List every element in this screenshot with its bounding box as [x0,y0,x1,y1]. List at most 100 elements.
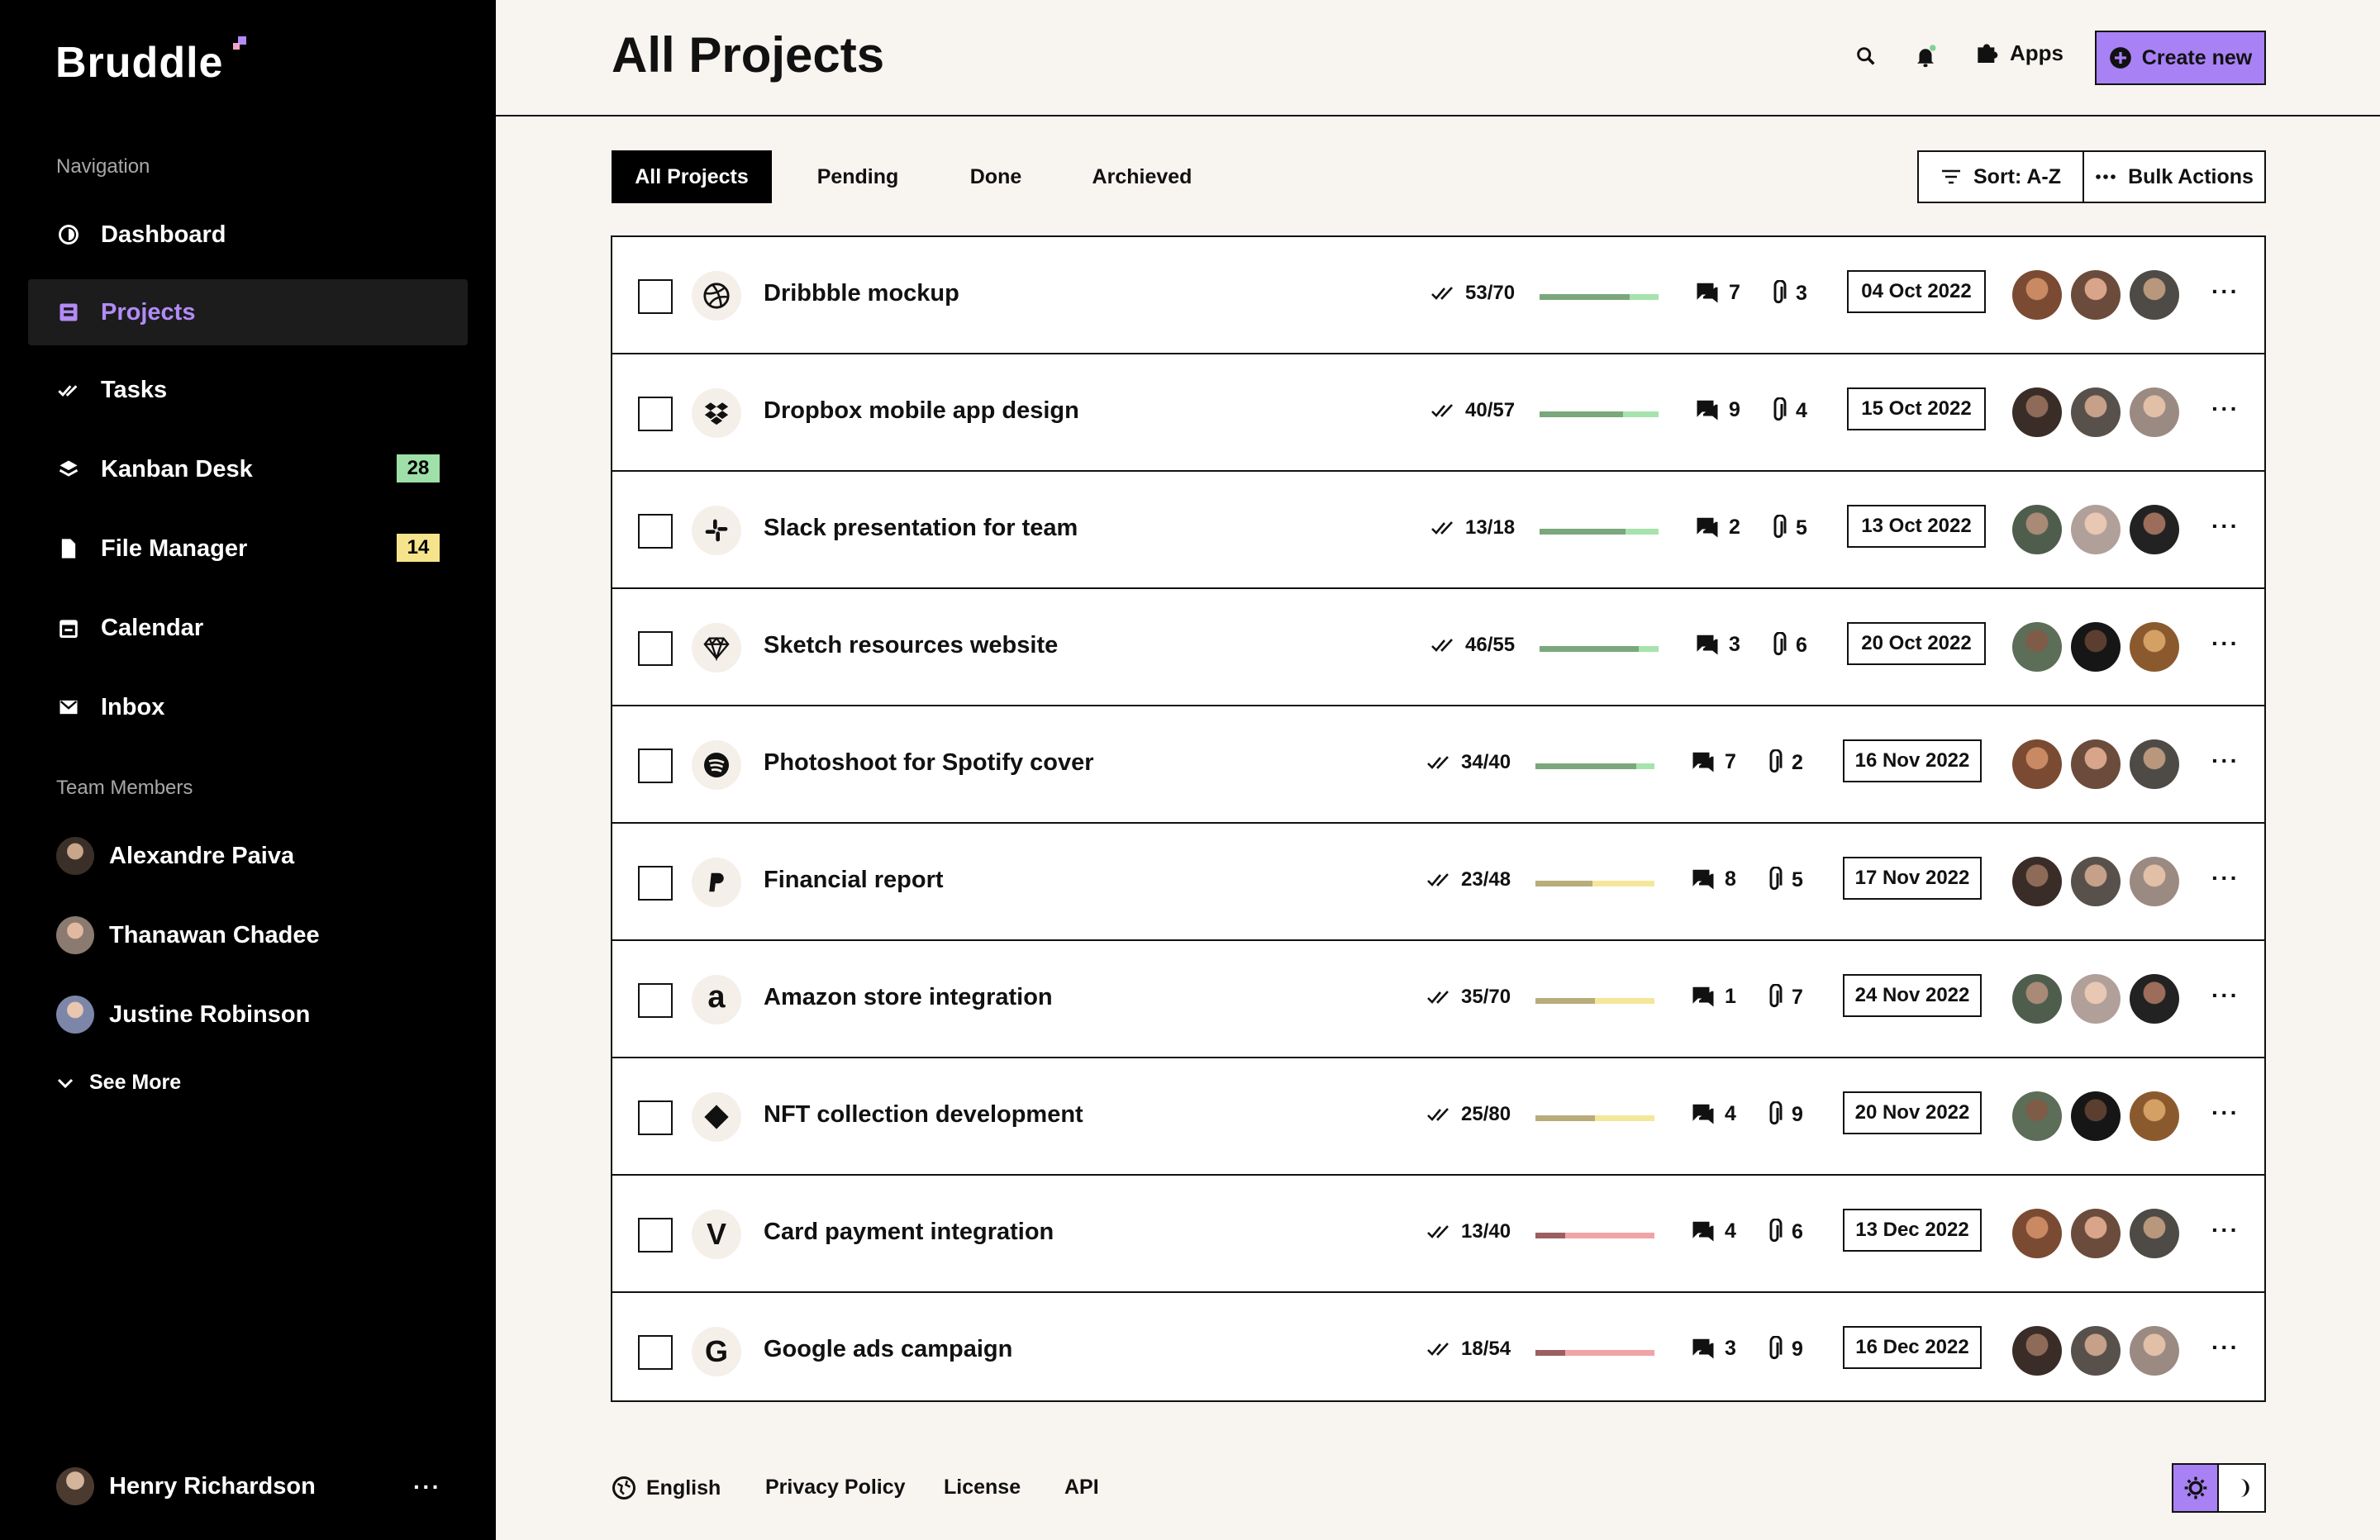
avatar[interactable] [2130,1091,2179,1141]
app-logo[interactable]: Bruddle [55,36,247,88]
avatar[interactable] [2130,270,2179,320]
sort-button[interactable]: Sort: A-Z [1917,150,2084,203]
row-more-button[interactable]: ··· [2211,865,2240,891]
project-name[interactable]: Slack presentation for team [764,515,1078,541]
attachments-count[interactable]: 2 [1765,749,1803,776]
comments-count[interactable]: 3 [1690,1336,1736,1361]
row-checkbox[interactable] [638,749,673,783]
theme-toggle[interactable] [2172,1463,2266,1513]
attachments-count[interactable]: 6 [1765,1219,1803,1245]
attachments-count[interactable]: 7 [1765,984,1803,1010]
attachments-count[interactable]: 5 [1769,515,1807,541]
row-more-button[interactable]: ··· [2211,1100,2240,1125]
avatar[interactable] [2012,1091,2062,1141]
table-row[interactable]: Slack presentation for team 13/18 2 5 13 Oct… [612,472,2264,589]
row-more-button[interactable]: ··· [2211,1334,2240,1360]
project-name[interactable]: Sketch resources website [764,632,1059,658]
sidebar-item-projects[interactable]: Projects [28,279,468,345]
avatar[interactable] [2012,857,2062,906]
comments-count[interactable]: 7 [1690,749,1736,774]
row-more-button[interactable]: ··· [2211,982,2240,1008]
comments-count[interactable]: 3 [1694,632,1740,657]
sidebar-item-tasks[interactable]: Tasks [28,357,468,423]
sidebar-item-inbox[interactable]: Inbox [28,674,468,740]
see-more-button[interactable]: See More [56,1071,181,1095]
avatar[interactable] [2012,974,2062,1024]
avatar[interactable] [2071,1209,2121,1258]
row-more-button[interactable]: ··· [2211,278,2240,304]
tab-pending[interactable]: Pending [816,164,899,188]
table-row[interactable]: Dribbble mockup 53/70 7 3 04 Oct 2022 ··· [612,237,2264,354]
create-new-button[interactable]: Create new [2095,31,2266,85]
avatar[interactable] [2130,505,2179,554]
language-selector[interactable]: English [612,1476,721,1500]
table-row[interactable]: NFT collection development 25/80 4 9 20 Nov … [612,1058,2264,1176]
avatar[interactable] [2012,1209,2062,1258]
team-member[interactable]: Thanawan Chadee [56,916,320,954]
avatar[interactable] [2071,1091,2121,1141]
row-checkbox[interactable] [638,866,673,901]
avatar[interactable] [2130,387,2179,437]
dark-mode-button[interactable] [2219,1465,2264,1511]
attachments-count[interactable]: 9 [1765,1101,1803,1128]
team-member[interactable]: Alexandre Paiva [56,837,294,875]
attachments-count[interactable]: 3 [1769,280,1807,307]
sidebar-item-file-manager[interactable]: File Manager 14 [28,516,468,582]
sidebar-item-calendar[interactable]: Calendar [28,595,468,661]
row-checkbox[interactable] [638,397,673,431]
avatar[interactable] [2012,1326,2062,1376]
comments-count[interactable]: 2 [1694,515,1740,539]
avatar[interactable] [2071,505,2121,554]
avatar[interactable] [2130,739,2179,789]
avatar[interactable] [2130,1326,2179,1376]
table-row[interactable]: V Card payment integration 13/40 4 6 13 Dec 2… [612,1176,2264,1293]
attachments-count[interactable]: 4 [1769,397,1807,424]
attachments-count[interactable]: 9 [1765,1336,1803,1362]
row-more-button[interactable]: ··· [2211,748,2240,773]
table-row[interactable]: Financial report 23/48 8 5 17 Nov 2022 ··· [612,824,2264,941]
row-checkbox[interactable] [638,983,673,1018]
sidebar-item-kanban[interactable]: Kanban Desk 28 [28,436,468,502]
user-profile[interactable]: Henry Richardson [56,1467,316,1505]
avatar[interactable] [2130,622,2179,672]
avatar[interactable] [2071,387,2121,437]
light-mode-button[interactable] [2173,1465,2220,1511]
avatar[interactable] [2071,857,2121,906]
api-link[interactable]: API [1064,1476,1099,1499]
row-checkbox[interactable] [638,1100,673,1135]
sidebar-item-dashboard[interactable]: Dashboard [28,202,468,268]
table-row[interactable]: G Google ads campaign 18/54 3 9 16 Dec 2022 ··… [612,1293,2264,1410]
table-row[interactable]: Dropbox mobile app design 40/57 9 4 15 Oct 2… [612,354,2264,472]
avatar[interactable] [2071,622,2121,672]
comments-count[interactable]: 9 [1694,397,1740,422]
comments-count[interactable]: 7 [1694,280,1740,305]
tab-all-projects[interactable]: All Projects [612,150,772,203]
avatar[interactable] [2012,387,2062,437]
project-name[interactable]: Dropbox mobile app design [764,397,1079,424]
attachments-count[interactable]: 6 [1769,632,1807,658]
row-more-button[interactable]: ··· [2211,630,2240,656]
avatar[interactable] [2071,739,2121,789]
row-more-button[interactable]: ··· [2211,513,2240,539]
notification-bell-icon[interactable] [1911,41,1940,71]
avatar[interactable] [2071,974,2121,1024]
profile-more-button[interactable]: ··· [413,1474,441,1500]
table-row[interactable]: a Amazon store integration 35/70 1 7 24 Nov 2… [612,941,2264,1058]
project-name[interactable]: Amazon store integration [764,984,1053,1010]
privacy-policy-link[interactable]: Privacy Policy [765,1476,906,1499]
attachments-count[interactable]: 5 [1765,867,1803,893]
avatar[interactable] [2130,857,2179,906]
avatar[interactable] [2071,270,2121,320]
row-checkbox[interactable] [638,514,673,549]
project-name[interactable]: Card payment integration [764,1219,1054,1245]
row-checkbox[interactable] [638,1335,673,1370]
license-link[interactable]: License [944,1476,1021,1499]
avatar[interactable] [2012,270,2062,320]
avatar[interactable] [2071,1326,2121,1376]
table-row[interactable]: Photoshoot for Spotify cover 34/40 7 2 16 No… [612,706,2264,824]
project-name[interactable]: Financial report [764,867,944,893]
project-name[interactable]: NFT collection development [764,1101,1083,1128]
row-checkbox[interactable] [638,631,673,666]
team-member[interactable]: Justine Robinson [56,996,310,1034]
avatar[interactable] [2012,622,2062,672]
